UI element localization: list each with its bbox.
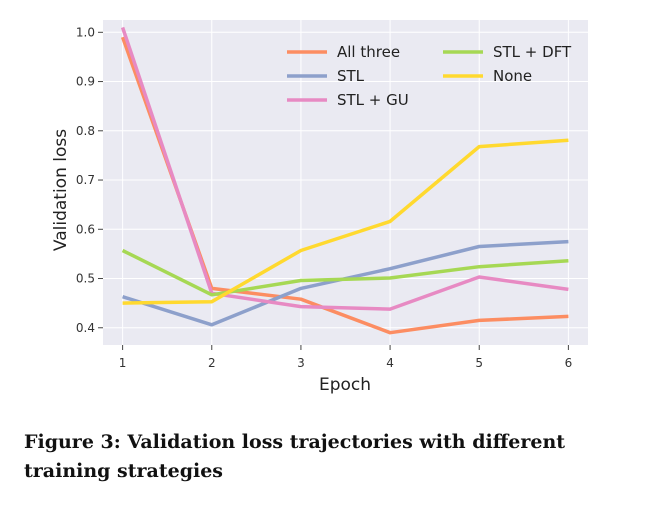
y-axis-ticks: 0.4 0.5 0.6 0.7 0.8 0.9 1.0	[76, 25, 103, 335]
y-axis-label: Validation loss	[51, 129, 71, 251]
legend-label-stl-dft: STL + DFT	[493, 43, 572, 61]
series-line-none	[122, 138, 569, 305]
legend-label-all-three: All three	[337, 43, 400, 61]
y-tick-label: 0.6	[76, 222, 95, 236]
y-tick-label: 0.9	[76, 75, 95, 89]
x-tick-label: 6	[565, 356, 573, 370]
x-tick-label: 5	[475, 356, 483, 370]
x-tick-label: 4	[386, 356, 394, 370]
legend-label-none: None	[493, 67, 532, 85]
x-axis-ticks: 1 2 3 4 5 6	[119, 345, 572, 370]
y-tick-label: 0.7	[76, 173, 95, 187]
legend-label-stl-gu: STL + GU	[337, 91, 409, 109]
series-lines	[120, 26, 569, 335]
x-tick-label: 1	[119, 356, 127, 370]
x-axis-label: Epoch	[319, 375, 371, 395]
y-tick-label: 0.4	[76, 321, 95, 335]
y-tick-label: 0.8	[76, 124, 95, 138]
y-tick-label: 0.5	[76, 272, 95, 286]
line-chart: 0.4 0.5 0.6 0.7 0.8 0.9 1.0 1 2 3 4 5 6 All three ST…	[51, 20, 588, 395]
x-tick-label: 3	[297, 356, 305, 370]
legend-label-stl: STL	[337, 67, 365, 85]
y-tick-label: 1.0	[76, 25, 95, 39]
plot-area	[103, 20, 588, 345]
figure-caption: Figure 3: Validation loss trajectories w…	[24, 431, 566, 482]
x-tick-label: 2	[208, 356, 216, 370]
legend: All three STL STL + GU STL + DFT None	[287, 43, 572, 109]
series-line-stl-dft	[121, 248, 569, 297]
series-line-stl-gu	[120, 26, 569, 311]
